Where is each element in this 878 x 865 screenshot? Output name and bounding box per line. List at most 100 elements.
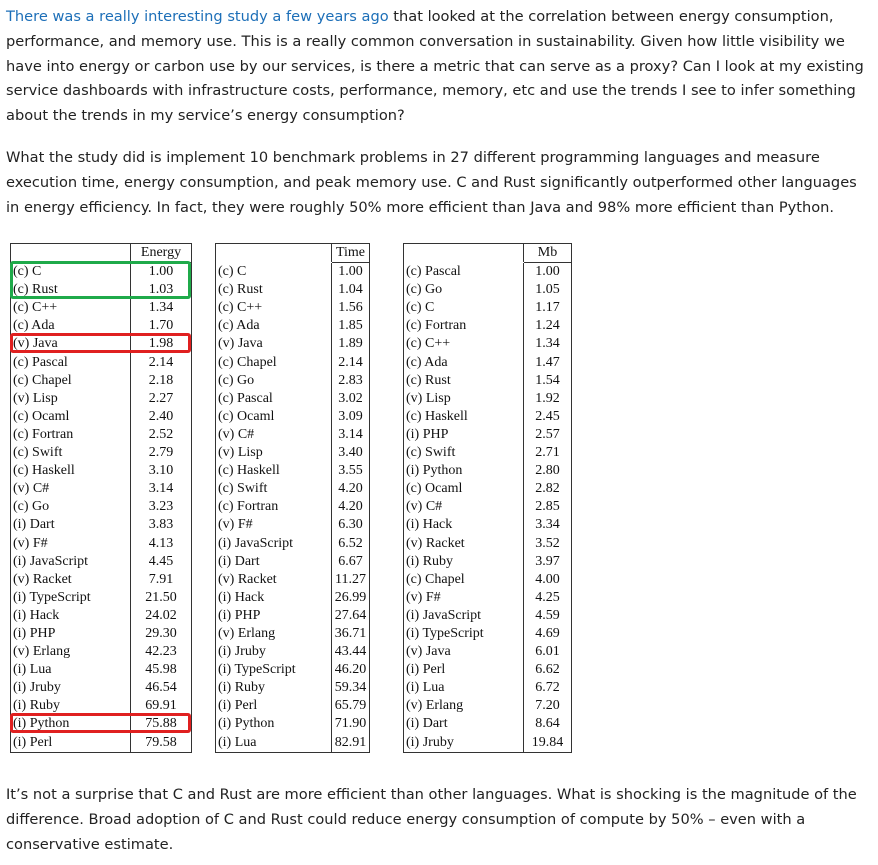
value: 4.45 (148, 553, 174, 569)
value: 2.45 (535, 408, 560, 424)
language: (i) Perl (404, 661, 524, 680)
value: 43.44 (334, 644, 367, 660)
value: 1.85 (338, 318, 363, 334)
value: 3.34 (535, 517, 560, 533)
table-header: Mb (524, 244, 571, 264)
language: (i) PHP (216, 606, 332, 625)
value: 7.91 (148, 571, 174, 587)
value: 3.14 (338, 426, 363, 442)
value: 3.40 (338, 445, 363, 461)
value: 82.91 (334, 734, 367, 750)
language: (i) Perl (11, 733, 131, 752)
value: 2.14 (148, 354, 174, 370)
language: (c) Haskell (216, 462, 332, 481)
value: 1.05 (535, 282, 560, 298)
language: (i) JavaScript (216, 534, 332, 553)
language: (i) TypeScript (216, 661, 332, 680)
language: (i) Ruby (404, 552, 524, 571)
value: 4.13 (148, 535, 174, 551)
value: 8.64 (535, 716, 560, 732)
value: 3.23 (148, 499, 174, 515)
value: 6.30 (338, 517, 363, 533)
table: Mb (c) Pascal 1.00 (c) Go 1.05 (c) C 1.17 (c) F… (403, 243, 572, 753)
language: (i) Perl (216, 697, 332, 716)
value: 29.30 (145, 625, 177, 641)
value: 6.01 (535, 644, 560, 660)
value: 2.85 (535, 499, 560, 515)
language: (i) Jruby (404, 733, 524, 752)
language: (v) F# (404, 588, 524, 607)
language: (i) Dart (404, 715, 524, 734)
language: (c) Chapel (11, 371, 131, 390)
highlight-red (10, 713, 191, 733)
language: (c) Ocaml (11, 407, 131, 426)
value: 1.56 (338, 300, 363, 316)
value: 1.34 (535, 336, 560, 352)
language: (c) Ada (216, 317, 332, 336)
value: 1.00 (338, 264, 363, 280)
language: (c) C++ (216, 299, 332, 318)
header-spacer (404, 244, 524, 263)
language: (i) PHP (404, 425, 524, 445)
value: 26.99 (334, 589, 367, 605)
value: 1.34 (148, 300, 174, 316)
language: (v) Lisp (216, 444, 332, 463)
value: 71.90 (334, 716, 367, 732)
language: (i) Hack (216, 588, 332, 607)
value: 65.79 (334, 698, 367, 714)
paragraph-text: What the study did is implement 10 bench… (6, 149, 857, 216)
language: (v) C# (216, 425, 332, 445)
value: 1.00 (148, 264, 174, 280)
value: 11.27 (335, 571, 366, 587)
language: (v) Java (404, 643, 524, 662)
value: 2.71 (535, 445, 560, 461)
language: (i) Dart (216, 552, 332, 571)
table: Energy (c) C 1.00 (c) Rust 1.03 (c) C++ 1.34 (c… (10, 243, 192, 753)
value: 46.54 (145, 680, 177, 696)
language: (c) Rust (11, 281, 131, 300)
value: 4.20 (338, 499, 363, 515)
header-spacer (216, 244, 332, 263)
study-link[interactable]: There was a really interesting study a f… (6, 8, 389, 25)
value: 6.52 (338, 535, 363, 551)
value: 42.23 (145, 644, 177, 660)
language: (c) Fortran (11, 425, 131, 445)
value: 2.57 (535, 426, 560, 442)
value: 75.88 (145, 716, 177, 732)
value: 3.10 (148, 463, 174, 479)
value: 2.83 (338, 372, 363, 388)
value: 1.03 (148, 282, 174, 298)
value: 6.62 (535, 662, 560, 678)
language: (i) Lua (11, 661, 131, 680)
language: (i) Hack (11, 606, 131, 625)
value: 59.34 (334, 680, 367, 696)
language: (i) Ruby (216, 679, 332, 698)
language: (c) C++ (11, 299, 131, 318)
value: 2.18 (148, 372, 174, 388)
results-tables: Mb (c) Pascal 1.00 (c) Go 1.05 (c) C 1.17 (c) F… (10, 240, 580, 755)
value: 1.47 (535, 354, 560, 370)
language: (v) Lisp (404, 389, 524, 408)
language: (c) Swift (11, 444, 131, 463)
value: 1.70 (148, 318, 174, 334)
language: (c) Go (216, 371, 332, 390)
language: (v) Erlang (216, 624, 332, 644)
language: (c) Pascal (404, 263, 524, 282)
table-header: Time (332, 244, 369, 264)
language: (c) Pascal (216, 389, 332, 408)
value: 24.02 (145, 607, 177, 623)
language: (c) Go (404, 281, 524, 300)
value: 4.59 (535, 607, 560, 623)
value: 1.17 (535, 300, 560, 316)
value: 1.24 (535, 318, 560, 334)
value: 1.89 (338, 336, 363, 352)
value: 2.80 (535, 463, 560, 479)
value: 2.82 (535, 481, 560, 497)
value: 6.72 (535, 680, 560, 696)
language: (i) Python (11, 715, 131, 734)
value: 1.54 (535, 372, 560, 388)
language: (c) Rust (216, 281, 332, 300)
value: 3.83 (148, 517, 174, 533)
language: (v) Java (216, 335, 332, 354)
table: Time (c) C 1.00 (c) Rust 1.04 (c) C++ 1.56 (c) … (215, 243, 370, 753)
